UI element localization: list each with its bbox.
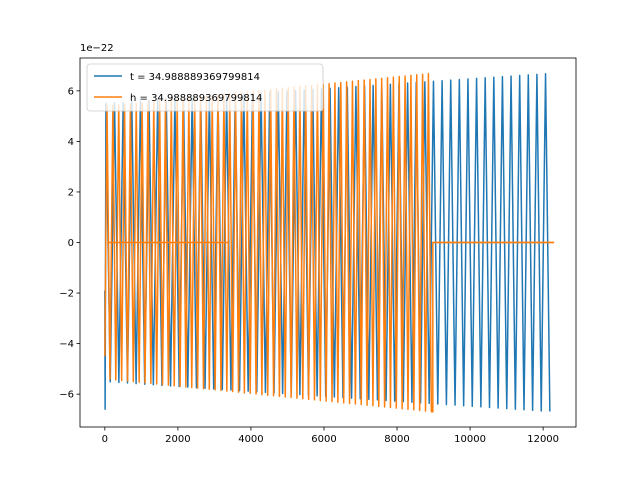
y-tick-label: −2 — [59, 289, 74, 300]
x-tick-label: 4000 — [238, 434, 263, 445]
series-layer — [104, 72, 555, 413]
x-tick-label: 2000 — [165, 434, 190, 445]
y-tick-label: 0 — [68, 238, 74, 249]
x-tick-label: 12000 — [527, 434, 559, 445]
y-axis: −6 −4 −2 0 2 4 6 — [59, 86, 80, 401]
x-tick-label: 0 — [102, 434, 108, 445]
x-tick-label: 8000 — [384, 434, 409, 445]
y-offset-text: 1e−22 — [80, 43, 114, 54]
y-tick-label: −4 — [59, 339, 74, 350]
y-tick-label: 4 — [68, 137, 74, 148]
series-line-h — [104, 72, 555, 413]
y-tick-label: 6 — [68, 86, 74, 97]
x-tick-label: 6000 — [311, 434, 336, 445]
x-axis: 0 2000 4000 6000 8000 10000 12000 — [102, 427, 559, 445]
legend-box — [86, 63, 324, 112]
legend-label-t: t = 34.988889369799814 — [130, 72, 260, 83]
legend: t = 34.988889369799814 h = 34.9888893697… — [86, 63, 324, 112]
y-tick-label: 2 — [68, 187, 74, 198]
x-tick-label: 10000 — [454, 434, 486, 445]
legend-label-h: h = 34.988889369799814 — [130, 93, 262, 104]
y-tick-label: −6 — [59, 390, 74, 401]
